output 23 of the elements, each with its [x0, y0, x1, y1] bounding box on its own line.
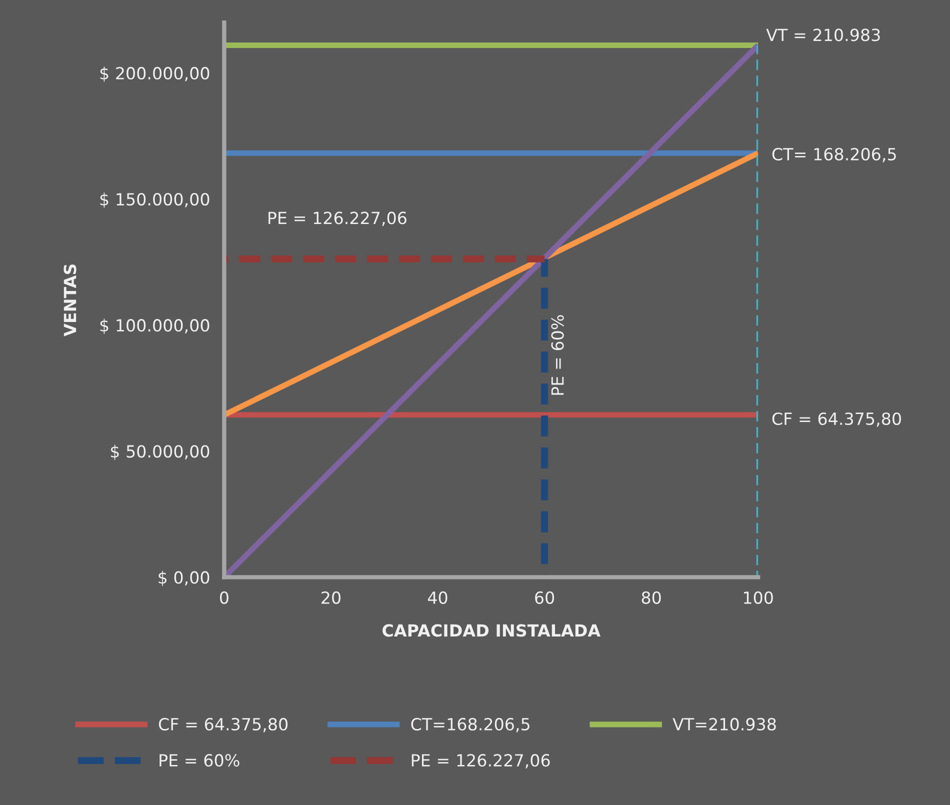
legend-label: VT=210.938: [672, 718, 776, 731]
x-tick-label: 80: [642, 591, 661, 604]
y-tick-label: $ 50.000,00: [110, 444, 210, 460]
legend-label: CT=168.206,5: [411, 718, 530, 732]
legend-label: PE = 126.227,06: [412, 754, 550, 768]
annotation: PE = 126.227,06: [268, 212, 406, 226]
y-tick-label: $ 150.000,00: [100, 192, 210, 208]
y-tick-label: $ 0,00: [158, 570, 210, 586]
y-tick-label: $ 200.000,00: [100, 66, 210, 82]
y-axis-title: VENTAS: [64, 264, 76, 336]
text: VT = 210.983: [766, 28, 880, 42]
x-tick-label: 60: [535, 591, 554, 604]
x-tick-label: 40: [428, 591, 448, 604]
legend-label: CF = 64.375,80: [158, 718, 288, 732]
annotation: PE = 60%: [551, 315, 564, 395]
legend-label: PE = 60%: [160, 754, 240, 767]
x-tick-label: 100: [744, 591, 773, 604]
y-tick-label: $ 100.000,00: [100, 318, 210, 334]
x-tick-label: 0: [220, 591, 228, 604]
text: CF = 64.375,80: [772, 412, 901, 427]
x-axis-title: CAPACIDAD INSTALADA: [382, 624, 601, 637]
text: CT= 168.206,5: [772, 148, 896, 162]
x-tick-label: 20: [322, 591, 340, 604]
